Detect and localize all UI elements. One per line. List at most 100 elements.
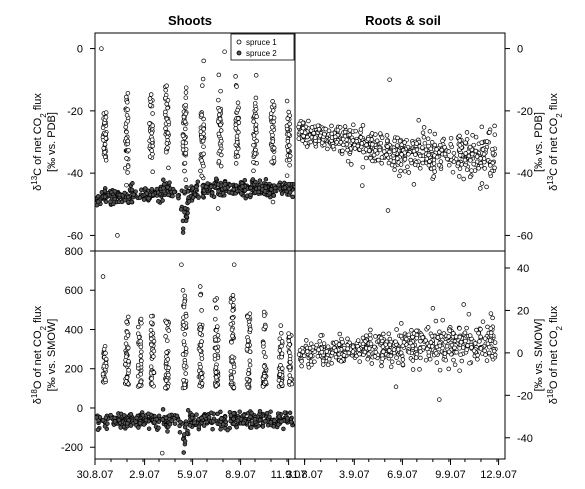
scatter-point-spruce-2 [141, 422, 147, 427]
scatter-point-spruce-2 [160, 407, 166, 412]
scatter-point-spruce-1 [277, 348, 283, 353]
scatter-point-roots-soil [368, 341, 374, 347]
scatter-point-spruce-1 [212, 353, 218, 358]
scatter-point-spruce-2 [222, 181, 228, 187]
scatter-point-spruce-1 [261, 350, 267, 355]
scatter-point-roots-soil [345, 336, 350, 342]
scatter-point-spruce-2 [240, 184, 245, 189]
scatter-point-roots-soil [464, 130, 470, 135]
scatter-point-spruce-2 [190, 195, 196, 200]
scatter-point-roots-soil [410, 358, 416, 363]
scatter-point-spruce-1 [183, 126, 188, 132]
scatter-point-roots-soil [436, 162, 442, 168]
scatter-point-roots-soil [406, 349, 412, 355]
scatter-point-roots-soil [388, 353, 394, 359]
scatter-point-roots-soil [387, 342, 393, 348]
scatter-point-spruce-2 [209, 190, 215, 196]
y-tick-label: 800 [65, 246, 83, 258]
scatter-point-spruce-1 [271, 155, 277, 160]
scatter-point-roots-soil [340, 136, 346, 142]
y-tick-label: -60 [67, 230, 83, 242]
panel-title-shoots: Shoots [168, 13, 212, 28]
scatter-point-spruce-1 [270, 99, 275, 104]
scatter-point-spruce-2 [102, 188, 108, 194]
scatter-point-roots-soil [395, 156, 400, 161]
scatter-point-spruce-1 [251, 168, 256, 174]
scatter-point-roots-soil [395, 143, 400, 148]
scatter-point-roots-soil [470, 151, 475, 157]
scatter-point-spruce-1 [148, 327, 154, 333]
scatter-point-spruce-1 [135, 331, 141, 336]
scatter-point-spruce-1 [289, 381, 295, 387]
scatter-point-spruce-1 [279, 354, 284, 360]
scatter-point-spruce-2 [263, 185, 269, 191]
scatter-point-roots-soil [478, 334, 483, 340]
scatter-point-roots-soil [457, 346, 462, 351]
scatter-point-roots-soil [451, 159, 457, 165]
scatter-point-roots-soil [393, 384, 399, 390]
scatter-point-spruce-1 [125, 138, 131, 144]
scatter-point-spruce-2 [156, 199, 161, 204]
x-tick-label: 30.8.07 [77, 469, 114, 481]
scatter-point-spruce-2 [186, 199, 192, 204]
scatter-point-spruce-1 [183, 177, 189, 183]
scatter-point-spruce-2 [119, 199, 125, 205]
scatter-point-spruce-2 [275, 422, 281, 427]
scatter-point-spruce-2 [238, 191, 244, 196]
scatter-point-spruce-1 [199, 158, 204, 163]
scatter-point-roots-soil [308, 341, 314, 346]
scatter-point-roots-soil [333, 354, 339, 360]
scatter-point-spruce-1 [277, 372, 283, 377]
scatter-point-roots-soil [366, 136, 371, 142]
scatter-point-roots-soil [468, 158, 473, 163]
scatter-point-spruce-1 [253, 73, 259, 78]
scatter-point-roots-soil [434, 360, 440, 365]
scatter-point-spruce-1 [124, 375, 130, 380]
scatter-point-roots-soil [479, 124, 485, 130]
scatter-point-roots-soil [346, 350, 352, 356]
scatter-point-roots-soil [342, 129, 348, 135]
scatter-point-spruce-1 [150, 123, 155, 128]
scatter-point-spruce-1 [197, 331, 203, 336]
scatter-point-spruce-1 [180, 288, 186, 293]
scatter-point-spruce-1 [182, 160, 188, 166]
scatter-point-spruce-1 [199, 339, 204, 344]
scatter-point-roots-soil [378, 140, 384, 146]
scatter-point-spruce-1 [212, 297, 218, 303]
scatter-point-spruce-2 [223, 419, 229, 425]
scatter-point-spruce-2 [192, 420, 197, 425]
scatter-point-roots-soil [398, 162, 404, 167]
scatter-point-roots-soil [431, 174, 436, 179]
scatter-point-roots-soil [471, 161, 476, 167]
scatter-point-roots-soil [440, 317, 445, 323]
scatter-point-spruce-2 [183, 218, 189, 224]
scatter-point-spruce-1 [252, 100, 258, 106]
scatter-point-spruce-2 [166, 192, 171, 198]
scatter-point-spruce-2 [194, 412, 199, 417]
scatter-point-spruce-2 [174, 413, 180, 419]
scatter-point-roots-soil [384, 133, 390, 138]
scatter-point-roots-soil [391, 347, 397, 352]
scatter-point-roots-soil [368, 336, 373, 341]
scatter-point-spruce-2 [185, 408, 191, 413]
scatter-point-roots-soil [418, 355, 423, 361]
scatter-point-roots-soil [482, 166, 487, 171]
scatter-point-roots-soil [426, 143, 431, 149]
scatter-point-roots-soil [450, 169, 456, 175]
scatter-point-roots-soil [483, 352, 488, 357]
scatter-point-spruce-2 [161, 177, 166, 183]
scatter-point-spruce-2 [175, 193, 181, 199]
scatter-point-spruce-1 [261, 364, 267, 369]
scatter-point-spruce-1 [124, 129, 129, 135]
scatter-point-spruce-1 [253, 95, 259, 101]
scatter-point-spruce-1 [166, 119, 171, 125]
scatter-point-roots-soil [400, 357, 406, 362]
scatter-point-spruce-1 [148, 92, 154, 97]
scatter-point-roots-soil [384, 138, 390, 144]
scatter-point-roots-soil [299, 363, 304, 369]
scatter-point-spruce-2 [146, 411, 151, 417]
scatter-point-spruce-2 [136, 425, 141, 430]
scatter-point-spruce-2 [141, 197, 147, 202]
scatter-point-roots-soil [414, 335, 419, 341]
scatter-point-roots-soil [446, 366, 451, 372]
